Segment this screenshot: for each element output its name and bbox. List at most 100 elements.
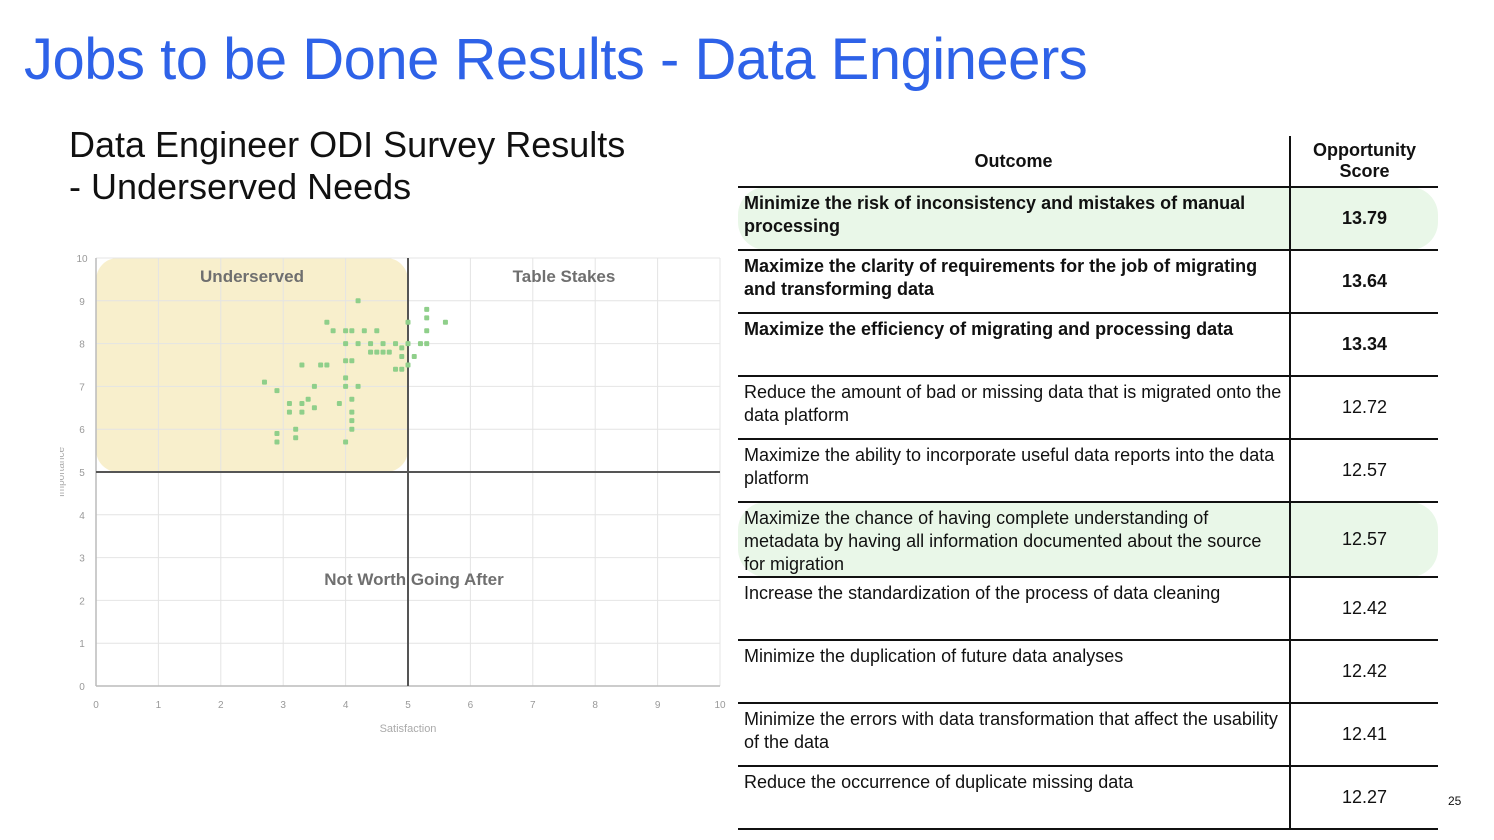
data-point	[405, 319, 411, 325]
data-point	[318, 362, 324, 368]
y-tick-label: 0	[79, 682, 85, 693]
data-point	[424, 328, 430, 334]
data-point	[293, 426, 299, 432]
score-cell: 13.79	[1289, 187, 1438, 251]
data-point	[405, 362, 411, 368]
subtitle-line-2: - Underserved Needs	[69, 166, 412, 207]
quadrant-label-table-stakes: Table Stakes	[513, 267, 616, 286]
importance-satisfaction-chart: 0 1 2 3 4 5 6 7 8 9 10 0 1 2 3 4 5 6 7 8 9 10 Satisfaction Impo…	[60, 240, 740, 750]
table-header-row: Outcome Opportunity Score	[738, 136, 1438, 188]
data-point	[274, 430, 280, 436]
y-tick-label: 4	[79, 511, 85, 522]
table-row: Maximize the efficiency of migrating and…	[738, 313, 1438, 377]
score-cell: 12.41	[1289, 703, 1438, 767]
outcome-cell: Minimize the duplication of future data …	[738, 640, 1290, 704]
quadrant-label-underserved: Underserved	[200, 267, 304, 286]
outcome-cell: Reduce the amount of bad or missing data…	[738, 376, 1290, 440]
data-point	[374, 328, 380, 334]
x-tick-label: 6	[468, 700, 474, 711]
data-point	[343, 358, 349, 364]
data-point	[324, 319, 330, 325]
data-point	[343, 439, 349, 445]
data-point	[380, 341, 386, 347]
y-tick-label: 7	[79, 382, 85, 393]
x-tick-label: 2	[218, 700, 224, 711]
data-point	[393, 341, 399, 347]
data-point	[424, 315, 430, 321]
table-row: Maximize the clarity of requirements for…	[738, 250, 1438, 314]
table-row: Minimize the duplication of future data …	[738, 640, 1438, 704]
data-point	[361, 328, 367, 334]
data-point	[311, 383, 317, 389]
data-point	[386, 349, 392, 355]
outcome-cell: Maximize the chance of having complete u…	[738, 502, 1290, 578]
data-point	[393, 366, 399, 372]
x-axis-label: Satisfaction	[380, 723, 437, 735]
data-point	[299, 409, 305, 415]
y-tick-label: 2	[79, 596, 85, 607]
data-point	[399, 345, 405, 351]
data-point	[299, 362, 305, 368]
data-point	[368, 349, 374, 355]
score-cell: 12.42	[1289, 577, 1438, 641]
y-tick-label: 3	[79, 554, 85, 565]
table-row: Minimize the risk of inconsistency and m…	[738, 187, 1438, 251]
page-title: Jobs to be Done Results - Data Engineers	[24, 27, 1088, 92]
page-number: 25	[1448, 794, 1462, 808]
score-cell: 12.57	[1289, 502, 1438, 578]
y-axis-label: Importance	[60, 447, 67, 497]
data-point	[286, 409, 292, 415]
data-point	[336, 401, 342, 407]
data-point	[343, 375, 349, 381]
y-tick-label: 9	[79, 297, 85, 308]
y-tick-label: 6	[79, 425, 85, 436]
outcome-cell: Reduce the occurrence of duplicate missi…	[738, 766, 1290, 830]
data-point	[424, 341, 430, 347]
data-point	[349, 328, 355, 334]
outcome-cell: Minimize the errors with data transforma…	[738, 703, 1290, 767]
table-row: Reduce the amount of bad or missing data…	[738, 376, 1438, 440]
score-header-line-1: Opportunity	[1313, 140, 1416, 160]
outcome-header: Outcome	[738, 136, 1290, 188]
data-point	[405, 341, 411, 347]
data-point	[417, 341, 423, 347]
x-tick-label: 10	[714, 700, 726, 711]
data-point	[311, 405, 317, 411]
outcomes-table: Outcome Opportunity Score Minimize the r…	[738, 136, 1438, 830]
data-point	[261, 379, 267, 385]
scatter-plot: 0 1 2 3 4 5 6 7 8 9 10 0 1 2 3 4 5 6 7 8 9 10 Satisfaction Impo…	[60, 254, 726, 735]
score-cell: 12.27	[1289, 766, 1438, 830]
score-cell: 13.34	[1289, 313, 1438, 377]
data-point	[343, 383, 349, 389]
data-point	[399, 366, 405, 372]
data-point	[374, 349, 380, 355]
score-cell: 12.72	[1289, 376, 1438, 440]
score-cell: 13.64	[1289, 250, 1438, 314]
x-tick-label: 5	[405, 700, 411, 711]
data-point	[424, 306, 430, 312]
data-point	[293, 435, 299, 441]
x-tick-label: 8	[592, 700, 598, 711]
data-point	[355, 298, 361, 304]
data-point	[274, 388, 280, 394]
data-point	[349, 396, 355, 402]
x-tick-label: 0	[93, 700, 99, 711]
data-point	[343, 341, 349, 347]
data-point	[380, 349, 386, 355]
chart-subtitle: Data Engineer ODI Survey Results - Under…	[69, 124, 709, 208]
data-point	[343, 328, 349, 334]
data-point	[368, 341, 374, 347]
y-tick-label: 1	[79, 639, 85, 650]
table-row: Increase the standardization of the proc…	[738, 577, 1438, 641]
score-header-line-2: Score	[1339, 161, 1390, 181]
data-point	[274, 439, 280, 445]
y-tick-label: 8	[79, 340, 85, 351]
outcome-cell: Maximize the efficiency of migrating and…	[738, 313, 1290, 377]
data-point	[349, 418, 355, 424]
table-row: Maximize the ability to incorporate usef…	[738, 439, 1438, 503]
outcome-cell: Maximize the ability to incorporate usef…	[738, 439, 1290, 503]
x-tick-label: 3	[280, 700, 286, 711]
outcome-cell: Minimize the risk of inconsistency and m…	[738, 187, 1290, 251]
score-cell: 12.57	[1289, 439, 1438, 503]
data-point	[399, 353, 405, 359]
